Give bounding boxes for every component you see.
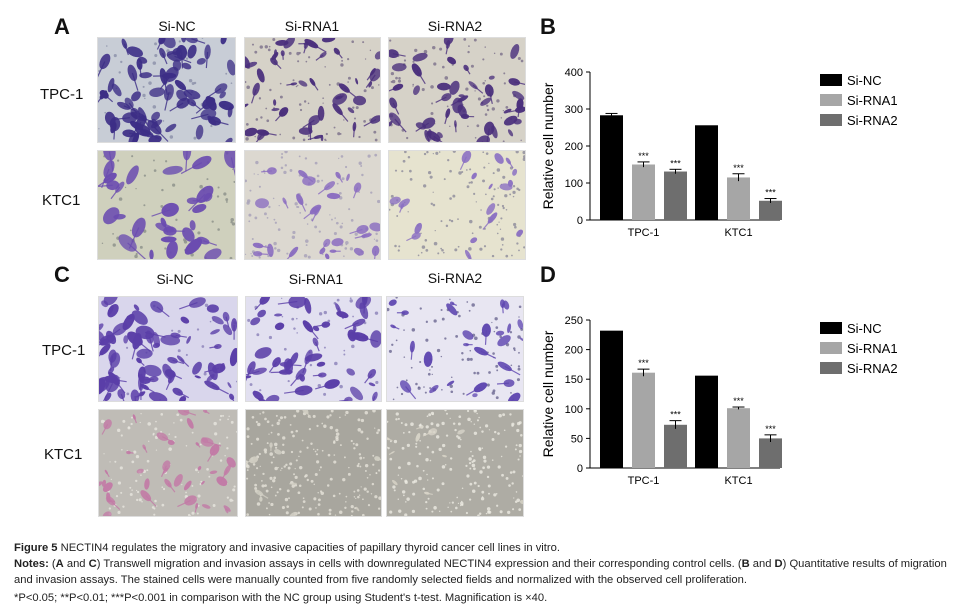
- micrograph-c-ktc1-si-rna1: [245, 409, 382, 517]
- row-label-tpc1-c: TPC-1: [42, 342, 86, 359]
- micrograph-c-tpc1-si-rna2: [386, 296, 524, 402]
- y-tick-label: 200: [565, 345, 583, 357]
- micrograph-c-ktc1-si-rna2: [386, 409, 524, 517]
- col-label-si-rna2-c: Si-RNA2: [427, 270, 483, 286]
- bar-si-rna1-ktc1: [727, 408, 750, 468]
- bar-chart-d: 0 50 100 150 200 250 Relative cell number *** **…: [530, 298, 960, 503]
- chart-d-svg: 0 50 100 150 200 250 Relative cell number *** **…: [540, 315, 898, 487]
- legend-swatch-si-rna1: [820, 342, 842, 354]
- bar-chart-b: 0 100 200 300 400 Relative cell number *** *** T…: [530, 50, 960, 255]
- legend-swatch-si-nc: [820, 74, 842, 86]
- chart-b-svg: 0 100 200 300 400 Relative cell number *** *** T…: [540, 67, 898, 239]
- micrograph-a-ktc1-si-nc: [97, 150, 236, 260]
- legend-swatch-si-rna2: [820, 362, 842, 374]
- legend-swatch-si-rna2: [820, 114, 842, 126]
- bar-si-rna2-ktc1: [759, 438, 782, 468]
- x-category-label: KTC1: [724, 227, 752, 239]
- legend-label-si-rna1: Si-RNA1: [847, 93, 898, 108]
- col-label-si-nc-a: Si-NC: [158, 18, 196, 34]
- y-tick-label: 300: [565, 104, 583, 116]
- y-tick-label: 0: [577, 215, 583, 227]
- notes-ref-a: A: [55, 558, 64, 570]
- x-category-label: KTC1: [724, 475, 752, 487]
- bar-si-rna1-tpc-1: [632, 372, 655, 468]
- micrograph-a-tpc1-si-rna1: [244, 37, 381, 143]
- y-tick-label: 0: [577, 463, 583, 475]
- bar-si-nc-tpc-1: [600, 330, 623, 468]
- legend-label-si-rna2: Si-RNA2: [847, 361, 898, 376]
- row-label-ktc1-c: KTC1: [44, 446, 83, 463]
- legend-label-si-nc: Si-NC: [847, 73, 882, 88]
- x-category-label: TPC-1: [628, 227, 660, 239]
- bar-si-rna2-ktc1: [759, 200, 782, 220]
- micrograph-a-ktc1-si-rna2: [388, 150, 526, 260]
- bar-si-nc-ktc1: [695, 125, 718, 220]
- col-label-si-nc-c: Si-NC: [156, 271, 194, 287]
- micrograph-c-tpc1-si-rna1: [245, 296, 382, 402]
- significance-label: ***: [765, 188, 776, 198]
- bar-si-rna2-tpc-1: [664, 424, 687, 468]
- significance-label: ***: [733, 396, 744, 406]
- significance-label: ***: [765, 424, 776, 434]
- panel-label-c: C: [54, 262, 70, 287]
- col-label-si-rna2-a: Si-RNA2: [427, 18, 483, 34]
- col-label-si-rna1-a: Si-RNA1: [284, 18, 340, 34]
- figure-caption-significance: *P<0.05; **P<0.01; ***P<0.001 in compari…: [14, 590, 954, 606]
- y-tick-label: 100: [565, 178, 583, 190]
- figure-title: NECTIN4 regulates the migratory and inva…: [57, 542, 560, 554]
- notes-label: Notes:: [14, 558, 49, 570]
- y-tick-label: 400: [565, 67, 583, 79]
- notes-and-1: and: [63, 558, 89, 570]
- micrograph-a-ktc1-si-rna1: [244, 150, 381, 260]
- panel-label-d: D: [540, 262, 556, 287]
- figure-caption-notes: Notes: (A and C) Transwell migration and…: [14, 556, 954, 588]
- figure-number: Figure 5: [14, 542, 58, 554]
- bar-si-rna1-tpc-1: [632, 164, 655, 220]
- y-tick-label: 200: [565, 141, 583, 153]
- legend-swatch-si-rna1: [820, 94, 842, 106]
- x-category-label: TPC-1: [628, 475, 660, 487]
- notes-text-3: ) Quantitative results of migration and …: [14, 558, 947, 586]
- bar-si-rna1-ktc1: [727, 177, 750, 220]
- notes-ref-d: D: [774, 558, 783, 570]
- notes-and-2: and: [749, 558, 775, 570]
- significance-label: ***: [638, 358, 649, 368]
- legend-label-si-nc: Si-NC: [847, 321, 882, 336]
- notes-text-1: (: [48, 558, 56, 570]
- y-tick-label: 100: [565, 404, 583, 416]
- row-label-tpc1-a: TPC-1: [40, 86, 84, 103]
- panel-label-b: B: [540, 14, 556, 39]
- panel-label-a: A: [54, 14, 70, 39]
- y-tick-label: 250: [565, 315, 583, 327]
- notes-text-2: ) Transwell migration and invasion assay…: [96, 558, 742, 570]
- y-tick-label: 150: [565, 374, 583, 386]
- bar-si-nc-tpc-1: [600, 115, 623, 220]
- significance-label: ***: [670, 410, 681, 420]
- bar-si-nc-ktc1: [695, 375, 718, 468]
- micrograph-a-tpc1-si-rna2: [388, 37, 526, 143]
- row-label-ktc1-a: KTC1: [42, 192, 81, 209]
- significance-note: *P<0.05; **P<0.01; ***P<0.001 in compari…: [14, 592, 548, 604]
- legend-label-si-rna1: Si-RNA1: [847, 341, 898, 356]
- significance-label: ***: [670, 158, 681, 168]
- legend-swatch-si-nc: [820, 322, 842, 334]
- significance-label: ***: [638, 151, 649, 161]
- significance-label: ***: [733, 163, 744, 173]
- bar-si-rna2-tpc-1: [664, 171, 687, 220]
- y-axis-label: Relative cell number: [540, 82, 556, 209]
- notes-ref-b: B: [741, 558, 750, 570]
- notes-ref-c: C: [88, 558, 97, 570]
- micrograph-a-tpc1-si-nc: [97, 37, 236, 143]
- micrograph-c-ktc1-si-nc: [98, 409, 238, 517]
- y-tick-label: 50: [571, 433, 583, 445]
- col-label-si-rna1-c: Si-RNA1: [288, 271, 344, 287]
- y-axis-label: Relative cell number: [540, 330, 556, 457]
- figure-caption-title: Figure 5 NECTIN4 regulates the migratory…: [14, 540, 954, 556]
- legend-label-si-rna2: Si-RNA2: [847, 113, 898, 128]
- micrograph-c-tpc1-si-nc: [98, 296, 238, 402]
